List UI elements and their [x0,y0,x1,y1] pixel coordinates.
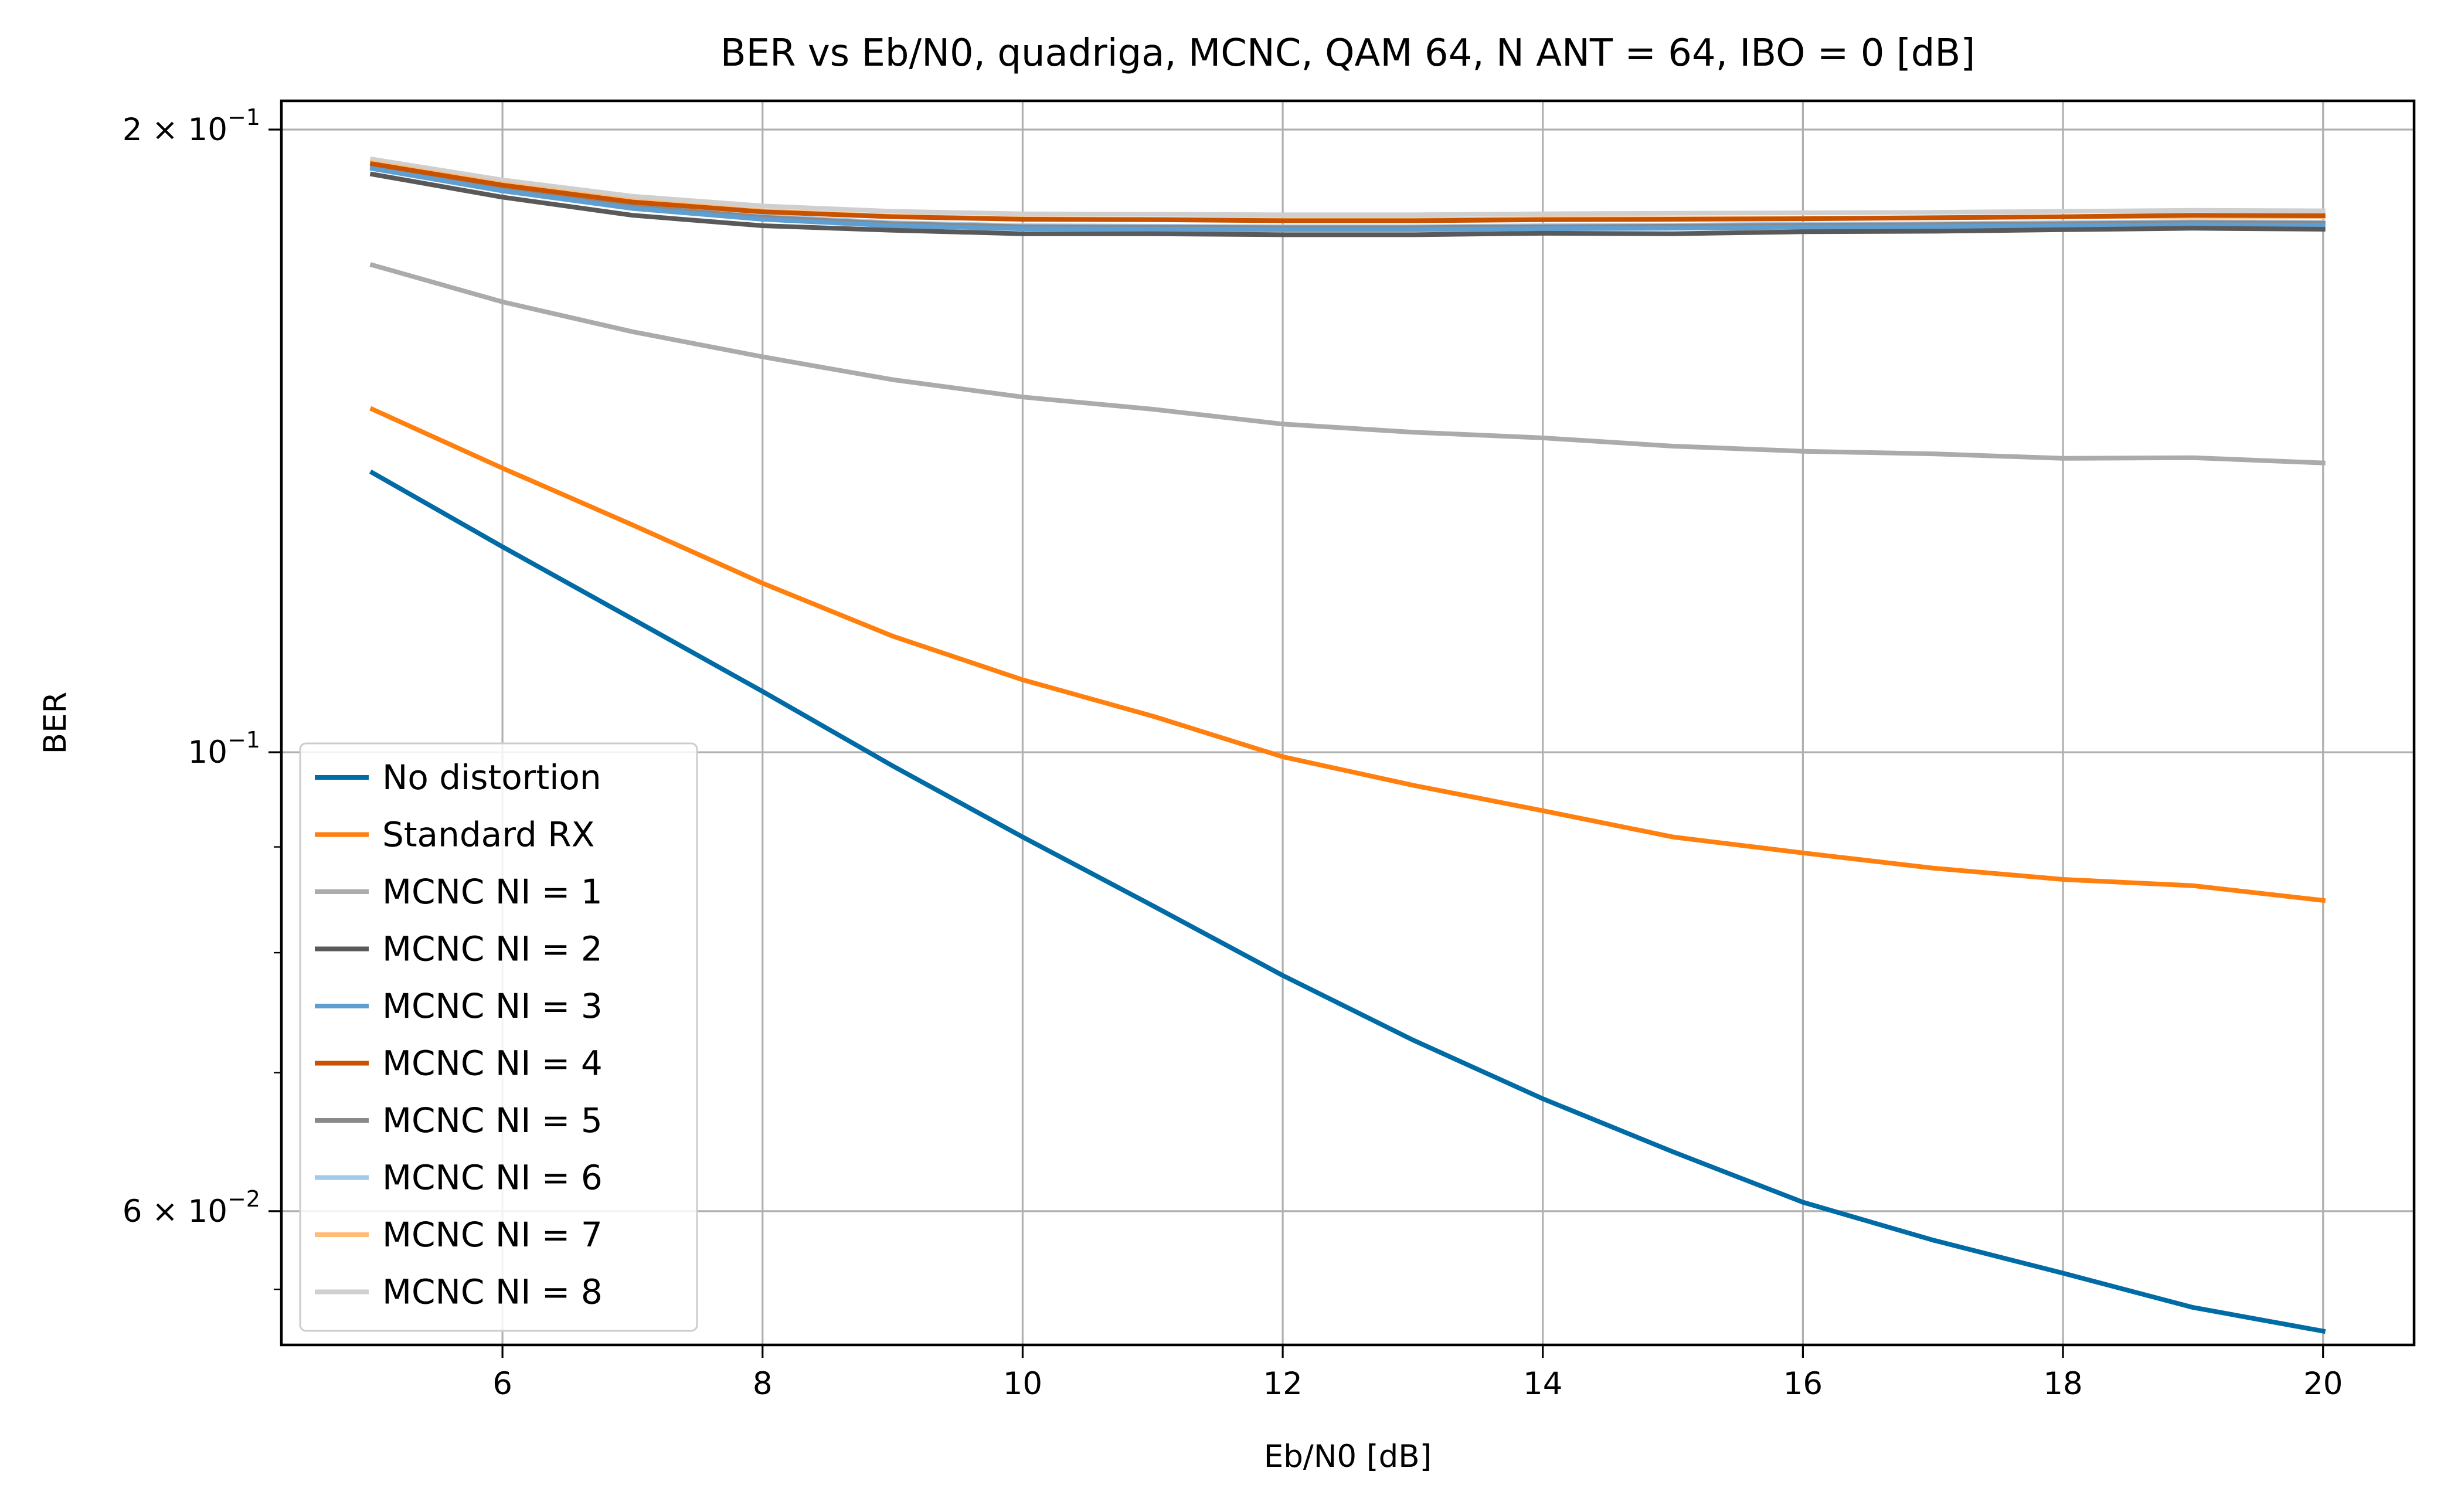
grid-layer [281,101,2414,1345]
series-layer [369,157,2326,1334]
axes-frame [280,99,2416,1347]
x-tick-label: 14 [1523,1366,1562,1402]
ticks-layer: 6 8 10 12 14 16 18 202 × 10−110−16 × 10−2 [123,104,2343,1402]
legend-box [299,742,698,1332]
x-tick-label: 12 [1263,1366,1302,1402]
x-axis-label: Eb/N0 [dB] [1264,1439,1432,1474]
x-tick-label: 6 [492,1366,512,1402]
legend: No distortion Standard RX MCNC NI = 1 MCNC … [299,742,698,1332]
x-tick-label: 10 [1003,1366,1042,1402]
y-tick-label: 10−1 [188,727,260,770]
series-line-mcnc-ni-3 [369,165,2326,232]
legend-label: No distortion [382,757,601,797]
legend-label: MCNC NI = 2 [382,929,603,969]
x-tick-label: 20 [2303,1366,2343,1402]
series-line-mcnc-ni-8 [369,157,2326,218]
y-tick-label-base: 2 × 10 [123,112,227,148]
legend-entry: No distortion [315,757,601,797]
legend-label: MCNC NI = 5 [382,1100,603,1140]
x-tick-label: 18 [2043,1366,2082,1402]
y-tick-label-base: 6 × 10 [123,1194,227,1229]
legend-entry: MCNC NI = 7 [315,1215,603,1255]
legend-label: Standard RX [382,815,594,855]
legend-entry: MCNC NI = 4 [315,1044,603,1083]
series-line-mcnc-ni-1 [369,262,2326,466]
legend-label: MCNC NI = 1 [382,872,603,912]
legend-entry: MCNC NI = 3 [315,986,603,1026]
legend-entry: MCNC NI = 6 [315,1158,603,1198]
legend-label: MCNC NI = 6 [382,1158,603,1198]
legend-entry: MCNC NI = 2 [315,929,603,969]
legend-label: MCNC NI = 4 [382,1044,603,1083]
legend-label: MCNC NI = 3 [382,986,603,1026]
y-tick-label: 6 × 10−2 [123,1186,260,1229]
series-line-mcnc-ni-4 [369,161,2326,223]
x-tick-label: 16 [1783,1366,1823,1402]
y-tick-label-exponent: −1 [227,727,260,753]
y-tick-label-exponent: −1 [227,104,260,130]
legend-entry: MCNC NI = 8 [315,1272,603,1312]
x-tick-label: 8 [753,1366,773,1402]
y-tick-label-exponent: −2 [227,1186,260,1212]
legend-label: MCNC NI = 7 [382,1215,603,1255]
series-line-standard-rx [369,406,2326,903]
y-tick-label-base: 10 [188,735,227,770]
legend-label: MCNC NI = 8 [382,1272,603,1312]
chart-title: BER vs Eb/N0, quadriga, MCNC, QAM 64, N … [720,32,1976,75]
y-axis-label: BER [38,692,73,755]
legend-entry: MCNC NI = 1 [315,872,603,912]
series-line-mcnc-ni-2 [369,171,2326,237]
legend-entry: MCNC NI = 5 [315,1100,603,1140]
y-tick-label: 2 × 10−1 [123,104,260,148]
legend-entry: Standard RX [315,815,594,855]
series-line-no-distortion [369,469,2326,1334]
